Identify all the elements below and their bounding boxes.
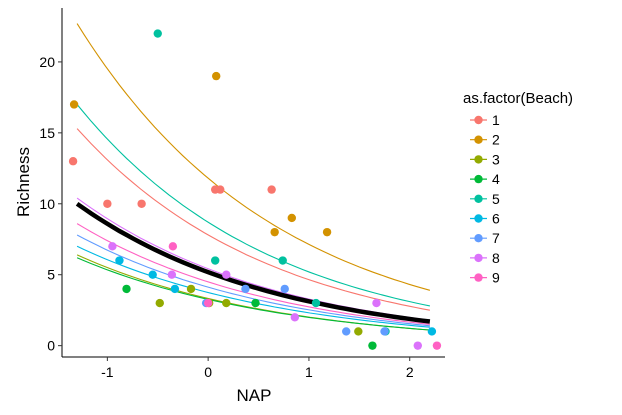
- y-tick-label: 5: [47, 267, 55, 283]
- x-tick-label: 0: [204, 364, 212, 380]
- data-point-beach-2: [212, 71, 221, 81]
- data-point-beach-8: [413, 341, 422, 350]
- x-tick-label: 1: [305, 364, 313, 380]
- data-point-beach-6: [170, 284, 180, 294]
- legend-key-point: [474, 194, 483, 203]
- data-point-beach-9: [203, 298, 213, 308]
- fitted-curve-beach-4: [76, 257, 430, 331]
- legend-key-point: [474, 155, 483, 164]
- data-point-beach-7: [280, 284, 289, 294]
- data-point-beach-6: [427, 327, 437, 336]
- data-point-beach-1: [137, 199, 146, 208]
- legend-label: 9: [492, 270, 500, 286]
- legend-label: 4: [492, 171, 500, 187]
- data-point-beach-3: [186, 284, 196, 294]
- fitted-curve-beach-2: [76, 23, 431, 291]
- data-point-beach-2: [69, 100, 79, 109]
- data-point-beach-5: [278, 256, 287, 265]
- data-point-beach-4: [251, 298, 260, 308]
- legend-key-point: [474, 273, 483, 282]
- data-point-beach-2: [270, 227, 279, 237]
- x-axis-title: NAP: [237, 386, 272, 405]
- legend-key-point: [474, 115, 483, 125]
- fitted-curve-beach-5: [76, 104, 431, 307]
- data-point-beach-7: [241, 284, 250, 294]
- data-point-beach-7: [380, 327, 389, 336]
- data-point-beach-4: [122, 284, 131, 294]
- legend-label: 5: [492, 191, 500, 207]
- legend: as.factor(Beach) 1 2 3 4 5 6 7 8 9: [463, 90, 573, 286]
- data-point-beach-9: [432, 341, 442, 350]
- data-point-beach-3: [354, 327, 363, 336]
- data-point-beach-8: [108, 242, 117, 251]
- legend-entries: 1 2 3 4 5 6 7 8 9: [470, 112, 500, 286]
- data-point-beach-6: [115, 256, 124, 265]
- legend-label: 2: [492, 132, 500, 148]
- data-point-beach-9: [168, 242, 178, 251]
- data-point-beach-5: [211, 256, 220, 265]
- data-point-beach-1: [103, 199, 112, 208]
- data-points: [68, 29, 442, 350]
- legend-key-point: [474, 214, 483, 223]
- y-tick-label: 10: [39, 196, 55, 212]
- data-point-beach-7: [342, 327, 351, 336]
- legend-label: 6: [492, 211, 500, 227]
- legend-key-point: [474, 234, 483, 243]
- data-point-beach-6: [148, 270, 157, 279]
- data-point-beach-3: [155, 298, 164, 308]
- fitted-curves: [75, 23, 431, 331]
- y-tick-label: 0: [47, 338, 55, 354]
- data-point-beach-8: [372, 298, 381, 308]
- fitted-curve-beach-7: [76, 234, 430, 327]
- fitted-curve-beach-3: [76, 254, 430, 331]
- data-point-beach-2: [287, 213, 296, 223]
- fitted-curve-beach-9: [76, 223, 430, 325]
- x-tick-label: -1: [101, 364, 114, 380]
- legend-key-point: [474, 135, 483, 144]
- y-axis-ticks: 0 5 10 15 20: [39, 54, 62, 354]
- y-axis-title: Richness: [14, 147, 33, 217]
- legend-label: 3: [492, 151, 500, 167]
- data-point-beach-8: [290, 313, 300, 322]
- data-point-beach-4: [368, 341, 377, 350]
- y-tick-label: 20: [39, 54, 55, 70]
- legend-title: as.factor(Beach): [463, 90, 573, 107]
- data-point-beach-5: [311, 298, 321, 308]
- x-axis-ticks: -1 0 1 2: [101, 357, 414, 380]
- legend-label: 8: [492, 250, 500, 266]
- y-tick-label: 15: [39, 125, 55, 141]
- fitted-curve-beach-1: [76, 128, 430, 311]
- data-point-beach-1: [216, 185, 225, 194]
- data-point-beach-3: [222, 298, 231, 308]
- data-point-beach-2: [322, 227, 332, 237]
- data-point-beach-5: [153, 29, 162, 38]
- data-point-beach-1: [267, 185, 276, 194]
- fitted-curve-population: [75, 201, 431, 324]
- x-tick-label: 2: [406, 364, 414, 380]
- data-point-beach-8: [222, 270, 231, 279]
- legend-label: 7: [492, 230, 500, 246]
- legend-label: 1: [492, 112, 500, 128]
- data-point-beach-8: [167, 270, 177, 279]
- legend-key-point: [474, 174, 483, 184]
- data-point-beach-1: [68, 157, 78, 166]
- legend-key-point: [474, 253, 483, 263]
